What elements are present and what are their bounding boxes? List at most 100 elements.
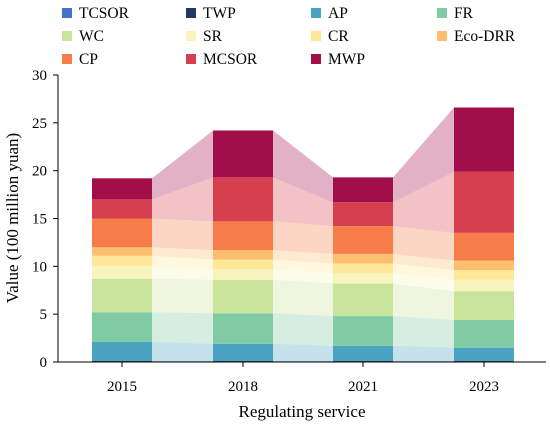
bars bbox=[92, 107, 514, 362]
legend-swatch-tcsor bbox=[62, 8, 72, 18]
legend-swatch-wc bbox=[62, 31, 72, 41]
band-eco-drr-2015-2018 bbox=[152, 247, 213, 260]
x-tick-label: 2018 bbox=[228, 379, 258, 395]
y-tick-label: 15 bbox=[32, 212, 47, 228]
x-tick-label: 2023 bbox=[469, 379, 499, 395]
legend-swatch-cp bbox=[62, 54, 72, 64]
bar-segment-cr-2018 bbox=[213, 259, 273, 270]
band-cp-2015-2018 bbox=[152, 218, 213, 251]
bar-segment-wc-2018 bbox=[213, 279, 273, 314]
x-axis-title: Regulating service bbox=[239, 402, 366, 421]
x-tick-label: 2021 bbox=[348, 379, 378, 395]
legend-swatch-ap bbox=[311, 8, 321, 18]
bar-segment-cr-2021 bbox=[333, 263, 393, 274]
bar-segment-eco-drr-2021 bbox=[333, 253, 393, 264]
bar-segment-eco-drr-2023 bbox=[454, 260, 514, 271]
band-eco-drr-2021-2023 bbox=[393, 253, 454, 271]
bar-segment-cp-2015 bbox=[92, 218, 152, 248]
legend-label-cp: CP bbox=[79, 51, 98, 68]
band-mcsor-2018-2021 bbox=[273, 177, 333, 227]
bar-segment-wc-2023 bbox=[454, 291, 514, 320]
legend-swatch-eco-drr bbox=[437, 31, 447, 41]
bar-segment-eco-drr-2018 bbox=[213, 250, 273, 260]
bar-segment-sr-2023 bbox=[454, 279, 514, 292]
band-sr-2021-2023 bbox=[393, 273, 454, 292]
legend-swatch-sr bbox=[186, 31, 196, 41]
bar-segment-sr-2015 bbox=[92, 266, 152, 279]
legend-swatch-mcsor bbox=[186, 54, 196, 64]
band-wc-2015-2018 bbox=[152, 278, 213, 314]
legend-swatch-twp bbox=[186, 8, 196, 18]
y-tick-label: 30 bbox=[32, 68, 47, 84]
legend-label-eco-drr: Eco-DRR bbox=[454, 28, 516, 45]
band-cr-2021-2023 bbox=[393, 263, 454, 280]
y-tick-label: 25 bbox=[32, 116, 47, 132]
bar-segment-fr-2018 bbox=[213, 313, 273, 344]
band-mcsor-2015-2018 bbox=[152, 177, 213, 222]
bar-segment-mcsor-2015 bbox=[92, 199, 152, 219]
legend-label-mwp: MWP bbox=[328, 51, 365, 68]
legend-label-sr: SR bbox=[203, 28, 223, 45]
bar-segment-wc-2021 bbox=[333, 283, 393, 317]
legend-label-wc: WC bbox=[79, 28, 104, 45]
band-cr-2018-2021 bbox=[273, 259, 333, 274]
bar-segment-mwp-2015 bbox=[92, 178, 152, 200]
bar-segment-mcsor-2023 bbox=[454, 171, 514, 233]
bar-segment-wc-2015 bbox=[92, 278, 152, 313]
y-axis-title: Value (100 million yuan) bbox=[3, 133, 22, 303]
legend-swatch-mwp bbox=[311, 54, 321, 64]
bar-segment-cp-2021 bbox=[333, 226, 393, 254]
band-cp-2021-2023 bbox=[393, 226, 454, 261]
connector-bands bbox=[152, 107, 454, 362]
x-ticks: 2015 2018 2021 2023 bbox=[107, 362, 499, 395]
band-cp-2018-2021 bbox=[273, 221, 333, 254]
band-ap-2018-2021 bbox=[273, 343, 333, 362]
bar-segment-ap-2018 bbox=[213, 343, 273, 362]
bar-segment-ap-2021 bbox=[333, 345, 393, 362]
legend-swatch-fr bbox=[437, 8, 447, 18]
bar-segment-ap-2015 bbox=[92, 341, 152, 362]
band-fr-2021-2023 bbox=[393, 316, 454, 348]
y-tick-label: 20 bbox=[32, 164, 47, 180]
band-fr-2015-2018 bbox=[152, 312, 213, 344]
band-sr-2015-2018 bbox=[152, 266, 213, 280]
band-wc-2018-2021 bbox=[273, 279, 333, 317]
y-tick-label: 10 bbox=[32, 259, 47, 275]
band-eco-drr-2018-2021 bbox=[273, 250, 333, 264]
x-tick-label: 2015 bbox=[107, 379, 137, 395]
legend-label-tcsor: TCSOR bbox=[79, 5, 130, 22]
legend-swatch-cr bbox=[311, 31, 321, 41]
legend-label-fr: FR bbox=[454, 5, 474, 22]
bar-segment-fr-2015 bbox=[92, 312, 152, 342]
legend-label-cr: CR bbox=[328, 28, 349, 45]
band-mwp-2015-2018 bbox=[152, 130, 213, 200]
band-ap-2015-2018 bbox=[152, 341, 213, 362]
bar-segment-fr-2023 bbox=[454, 319, 514, 348]
bar-segment-cp-2023 bbox=[454, 232, 514, 261]
band-mwp-2018-2021 bbox=[273, 130, 333, 203]
bar-segment-eco-drr-2015 bbox=[92, 247, 152, 256]
legend-label-ap: AP bbox=[328, 5, 348, 22]
bar-segment-mcsor-2018 bbox=[213, 177, 273, 222]
bar-segment-sr-2021 bbox=[333, 273, 393, 284]
bar-segment-cp-2018 bbox=[213, 221, 273, 251]
y-tick-label: 0 bbox=[40, 355, 48, 371]
legend: TCSOR TWP AP FR WC SR CR Eco-DRR CP MCSOR MWP bbox=[62, 5, 516, 68]
band-wc-2021-2023 bbox=[393, 283, 454, 320]
bar-segment-fr-2021 bbox=[333, 316, 393, 346]
band-fr-2018-2021 bbox=[273, 313, 333, 346]
band-cr-2015-2018 bbox=[152, 255, 213, 270]
band-mcsor-2021-2023 bbox=[393, 171, 454, 233]
bar-segment-ap-2023 bbox=[454, 347, 514, 362]
y-ticks: 0 5 10 15 20 25 30 bbox=[32, 68, 58, 371]
band-sr-2018-2021 bbox=[273, 269, 333, 284]
legend-label-mcsor: MCSOR bbox=[203, 51, 258, 68]
y-tick-label: 5 bbox=[40, 307, 48, 323]
bar-segment-mcsor-2021 bbox=[333, 202, 393, 227]
bar-segment-mwp-2023 bbox=[454, 107, 514, 172]
bar-segment-sr-2018 bbox=[213, 269, 273, 280]
band-ap-2021-2023 bbox=[393, 345, 454, 362]
bar-segment-mwp-2018 bbox=[213, 130, 273, 178]
bar-segment-mwp-2021 bbox=[333, 177, 393, 203]
